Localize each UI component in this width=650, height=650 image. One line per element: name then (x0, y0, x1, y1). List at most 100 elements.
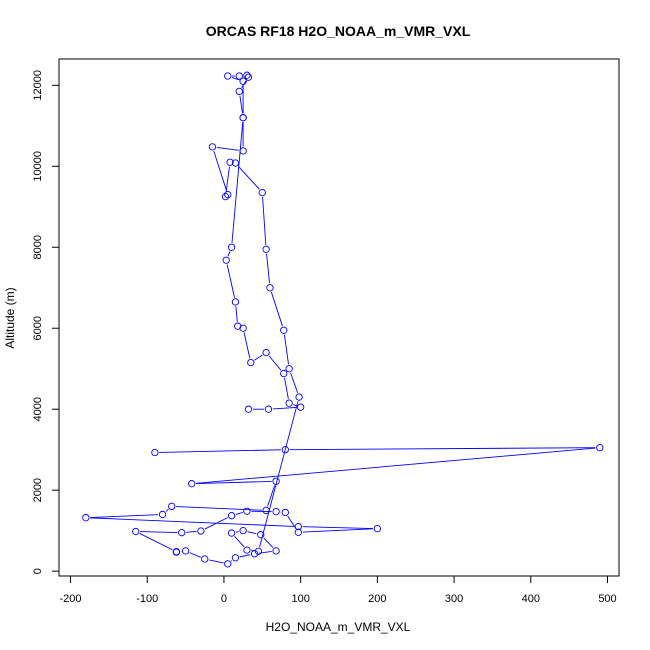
series-segment (235, 512, 243, 515)
x-tick-label: -200 (59, 593, 81, 605)
series-segment (186, 530, 197, 533)
data-point (181, 547, 190, 555)
data-point (224, 560, 232, 568)
data-point (295, 393, 303, 401)
data-point (373, 524, 382, 533)
data-point (294, 522, 302, 531)
data-point (258, 188, 266, 197)
series-segment (262, 196, 267, 245)
data-point (82, 514, 90, 522)
data-point (243, 507, 251, 515)
data-point (235, 87, 243, 96)
series-segment (302, 526, 373, 529)
data-point (151, 448, 159, 457)
chart-title: ORCAS RF18 H2O_NOAA_m_VMR_VXL (206, 23, 471, 39)
data-point (172, 548, 181, 556)
data-point (285, 399, 293, 407)
series-segment (225, 166, 230, 193)
series-segment (272, 407, 297, 410)
data-point (244, 405, 253, 413)
series-h2o (82, 71, 604, 568)
data-point (231, 554, 240, 562)
series-segment (90, 514, 159, 518)
series-segment (259, 401, 299, 548)
y-tick-label: 0 (32, 568, 44, 574)
series-segment (290, 372, 299, 394)
series-segment (283, 334, 289, 365)
series-segment (234, 536, 245, 548)
series-segment (90, 517, 294, 527)
data-point (244, 73, 253, 81)
series-segment (293, 404, 297, 407)
data-point (264, 405, 273, 413)
series-segment (140, 531, 178, 534)
series-segment (230, 560, 233, 562)
data-point (294, 528, 302, 536)
data-point (285, 365, 293, 373)
series-segment (238, 166, 260, 190)
series-segment (254, 354, 263, 361)
series-segment (302, 528, 373, 533)
data-point (132, 527, 140, 536)
series-segment (235, 531, 239, 533)
series-segment (289, 447, 596, 451)
series-segment (268, 355, 282, 371)
series-segment (263, 537, 274, 549)
data-point (222, 256, 230, 264)
data-point (201, 555, 209, 563)
data-point (272, 547, 280, 555)
data-point (221, 193, 230, 201)
x-tick-label: 200 (368, 593, 386, 605)
series-segment (239, 554, 251, 558)
data-point (239, 114, 247, 122)
data-point (272, 507, 280, 516)
data-point (596, 444, 604, 452)
data-point (197, 527, 205, 535)
x-tick-label: 400 (522, 593, 540, 605)
data-point (281, 446, 289, 454)
data-point (168, 502, 176, 511)
data-point (239, 527, 247, 535)
series-segment (213, 150, 227, 191)
y-tick-label: 10000 (32, 151, 44, 182)
series-segment (208, 559, 224, 564)
data-point (254, 547, 263, 555)
data-point (231, 298, 240, 306)
x-axis-label: H2O_NOAA_m_VMR_VXL (266, 620, 411, 634)
series-segment (284, 377, 289, 399)
data-point (239, 324, 247, 332)
y-tick-label: 2000 (32, 478, 44, 502)
data-point (227, 529, 236, 537)
data-point (296, 403, 305, 411)
data-point (243, 546, 251, 554)
series-segment (231, 122, 244, 243)
y-tick-label: 4000 (32, 397, 44, 421)
plot-frame (58, 58, 620, 577)
data-point (208, 143, 217, 151)
series-segment (165, 508, 169, 512)
data-point (247, 358, 255, 367)
series-segment (196, 447, 596, 484)
data-point (257, 531, 265, 539)
data-point (280, 326, 288, 334)
series-segment (139, 533, 173, 551)
data-point (239, 147, 247, 155)
series-segment (226, 264, 235, 298)
x-tick-label: -100 (136, 593, 158, 605)
data-point (224, 190, 232, 199)
series-segment (189, 552, 201, 558)
data-point (280, 369, 288, 378)
series-segment (196, 480, 272, 485)
data-point (250, 550, 259, 558)
data-point (158, 510, 167, 519)
series-segment (287, 515, 297, 529)
data-point (231, 159, 240, 167)
data-point (188, 480, 196, 488)
data-point (178, 529, 186, 537)
data-point (226, 158, 234, 166)
data-point (262, 245, 270, 253)
data-point (227, 243, 236, 251)
data-point (262, 506, 270, 515)
series-segment (227, 251, 231, 257)
